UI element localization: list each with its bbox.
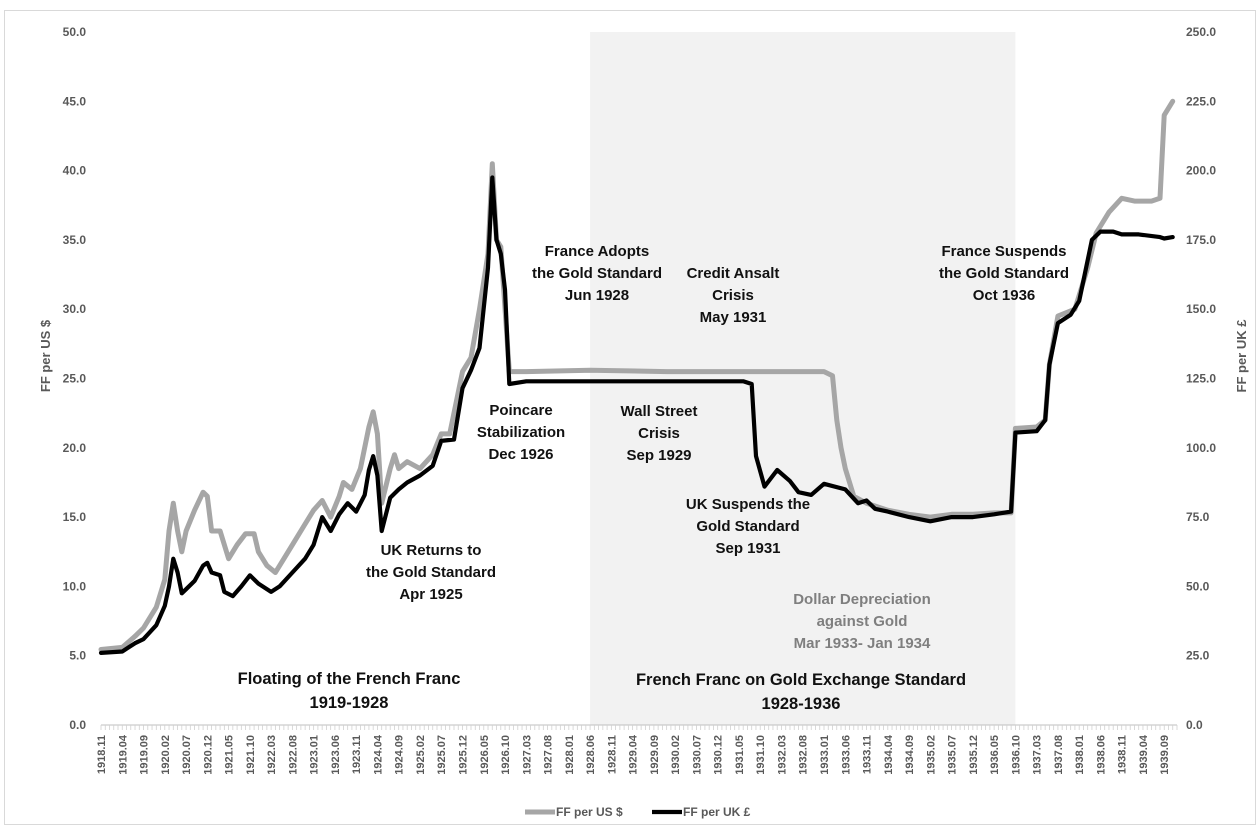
x-tick-label: 1928.06: [585, 735, 597, 775]
x-tick-label: 1921.10: [245, 735, 257, 775]
left-tick-label: 20.0: [63, 441, 87, 455]
left-tick-label: 25.0: [63, 372, 87, 386]
x-tick-label: 1922.03: [266, 735, 278, 775]
right-tick-label: 250.0: [1186, 25, 1216, 39]
x-tick-label: 1939.09: [1159, 735, 1171, 775]
chart-frame: [4, 10, 1256, 825]
x-tick-label: 1920.07: [181, 735, 193, 775]
x-tick-label: 1924.04: [372, 734, 384, 775]
x-tick-label: 1920.12: [202, 735, 214, 775]
x-tick-label: 1934.04: [883, 734, 895, 775]
left-tick-label: 10.0: [63, 579, 87, 593]
x-tick-label: 1924.09: [394, 735, 406, 775]
x-tick-label: 1933.11: [862, 735, 874, 774]
x-tick-label: 1931.05: [734, 735, 746, 775]
right-axis-title: FF per UK £: [1234, 319, 1249, 393]
annotation-france-suspends: France Suspends the Gold Standard Oct 1936: [939, 243, 1069, 304]
right-tick-label: 0.0: [1186, 718, 1203, 732]
left-tick-label: 0.0: [69, 718, 86, 732]
left-tick-label: 45.0: [63, 94, 87, 108]
x-tick-label: 1934.09: [904, 735, 916, 775]
annotation-dollar-depreciation: Dollar Depreciation against Gold Mar 1933-…: [793, 591, 931, 652]
x-tick-label: 1919.09: [139, 735, 151, 775]
x-tick-label: 1938.06: [1095, 735, 1107, 775]
x-tick-label: 1928.01: [564, 735, 576, 775]
x-tick-label: 1925.07: [436, 735, 448, 775]
x-tick-label: 1938.11: [1117, 735, 1129, 774]
x-tick-label: 1929.09: [649, 735, 661, 775]
x-tick-label: 1932.08: [798, 735, 810, 775]
left-tick-label: 5.0: [69, 649, 86, 663]
x-tick-label: 1937.08: [1053, 735, 1065, 775]
annotations: Poincare Stabilization Dec 1926 France Adop…: [238, 243, 1069, 713]
right-axis-ticks: 0.0 25.0 50.0 75.0 100.0 125.0 150.0 175.0 200.0…: [1186, 25, 1216, 732]
x-tick-label: 1926.05: [479, 735, 491, 775]
right-tick-label: 75.0: [1186, 510, 1210, 524]
x-tick-label: 1936.05: [989, 735, 1001, 775]
x-tick-label: 1933.06: [840, 735, 852, 775]
legend-label: FF per UK £: [683, 805, 751, 819]
left-tick-label: 30.0: [63, 302, 87, 316]
annotation-gold-exchange: French Franc on Gold Exchange Standard 19…: [636, 671, 966, 713]
right-tick-label: 125.0: [1186, 372, 1216, 386]
annotation-wall-street: Wall Street Crisis Sep 1929: [621, 403, 698, 464]
x-tick-label: 1923.11: [351, 735, 363, 774]
right-tick-label: 150.0: [1186, 302, 1216, 316]
x-tick-label: 1930.02: [670, 735, 682, 775]
right-tick-label: 200.0: [1186, 164, 1216, 178]
x-tick-label: 1930.12: [713, 735, 725, 775]
annotation-uk-suspends: UK Suspends the Gold Standard Sep 1931: [686, 496, 810, 557]
x-tick-label: 1921.05: [224, 735, 236, 775]
left-tick-label: 50.0: [63, 25, 87, 39]
x-tick-label: 1927.08: [543, 735, 555, 775]
right-tick-label: 50.0: [1186, 579, 1210, 593]
x-tick-label: 1926.10: [500, 735, 512, 775]
x-tick-label: 1919.04: [117, 734, 129, 775]
x-tick-label: 1932.03: [776, 735, 788, 775]
x-tick-label: 1933.01: [819, 735, 831, 775]
left-axis-title: FF per US $: [38, 319, 53, 392]
x-tick-label: 1922.08: [287, 735, 299, 775]
series-layer: [98, 98, 1176, 655]
x-tick-label: 1923.01: [309, 735, 321, 775]
legend: FF per US $ FF per UK £: [525, 805, 751, 819]
annotation-credit-ansalt: Credit Ansalt Crisis May 1931: [687, 265, 780, 326]
x-tick-label: 1931.10: [755, 735, 767, 775]
right-tick-label: 25.0: [1186, 649, 1210, 663]
x-tick-label: 1935.07: [947, 735, 959, 775]
x-tick-label: 1939.04: [1138, 734, 1150, 775]
left-axis-ticks: 0.0 5.0 10.0 15.0 20.0 25.0 30.0 35.0 40.0 45.0 50…: [63, 25, 87, 732]
x-tick-label: 1925.12: [458, 735, 470, 775]
left-tick-label: 40.0: [63, 164, 87, 178]
left-tick-label: 15.0: [63, 510, 87, 524]
x-tick-label: 1920.02: [160, 735, 172, 775]
x-tick-label: 1930.07: [691, 735, 703, 775]
right-tick-label: 225.0: [1186, 94, 1216, 108]
x-tick-label: 1937.03: [1032, 735, 1044, 775]
x-tick-label: 1938.01: [1074, 735, 1086, 775]
x-tick-label: 1936.10: [1010, 735, 1022, 775]
x-tick-label: 1935.02: [925, 735, 937, 775]
x-tick-label: 1925.02: [415, 735, 427, 775]
annotation-floating: Floating of the French Franc 1919-1928: [238, 670, 461, 712]
x-tick-label: 1928.11: [606, 735, 618, 774]
x-tick-label: 1918.11: [96, 735, 108, 774]
annotation-poincare: Poincare Stabilization Dec 1926: [477, 402, 565, 463]
legend-label: FF per US $: [556, 805, 623, 819]
gold-exchange-period-shading: [590, 32, 1016, 725]
annotation-uk-returns: UK Returns to the Gold Standard Apr 1925: [366, 542, 496, 603]
x-tick-label: 1929.04: [628, 734, 640, 775]
right-tick-label: 175.0: [1186, 233, 1216, 247]
x-tick-label: 1927.03: [521, 735, 533, 775]
right-tick-label: 100.0: [1186, 441, 1216, 455]
x-tick-label: 1935.12: [968, 735, 980, 775]
x-tick-label: 1923.06: [330, 735, 342, 775]
annotation-france-adopts: France Adopts the Gold Standard Jun 1928: [532, 243, 662, 304]
left-tick-label: 35.0: [63, 233, 87, 247]
x-axis: 1918.11 1919.04 1919.09 1920.02 1920.07 1920.…: [96, 724, 1178, 775]
series-ff-per-gbp-line: [98, 175, 1175, 655]
